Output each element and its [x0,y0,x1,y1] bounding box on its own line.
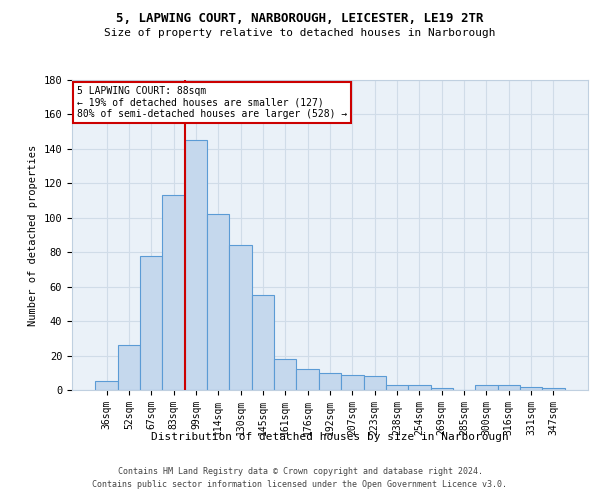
Text: Distribution of detached houses by size in Narborough: Distribution of detached houses by size … [151,432,509,442]
Bar [207,214,229,390]
Text: 5 LAPWING COURT: 88sqm
← 19% of detached houses are smaller (127)
80% of semi-de: 5 LAPWING COURT: 88sqm ← 19% of detached… [77,86,347,120]
Bar [431,388,453,390]
Bar [229,246,252,390]
Text: Contains public sector information licensed under the Open Government Licence v3: Contains public sector information licen… [92,480,508,489]
Bar [408,385,431,390]
Text: Contains HM Land Registry data © Crown copyright and database right 2024.: Contains HM Land Registry data © Crown c… [118,468,482,476]
Y-axis label: Number of detached properties: Number of detached properties [28,144,38,326]
Text: 5, LAPWING COURT, NARBOROUGH, LEICESTER, LE19 2TR: 5, LAPWING COURT, NARBOROUGH, LEICESTER,… [116,12,484,26]
Bar [185,140,207,390]
Text: Size of property relative to detached houses in Narborough: Size of property relative to detached ho… [104,28,496,38]
Bar [296,370,319,390]
Bar [140,256,163,390]
Bar [95,382,118,390]
Bar [386,385,408,390]
Bar [520,386,542,390]
Bar [341,374,364,390]
Bar [542,388,565,390]
Bar [118,345,140,390]
Bar [475,385,497,390]
Bar [364,376,386,390]
Bar [319,373,341,390]
Bar [163,196,185,390]
Bar [497,385,520,390]
Bar [252,296,274,390]
Bar [274,359,296,390]
